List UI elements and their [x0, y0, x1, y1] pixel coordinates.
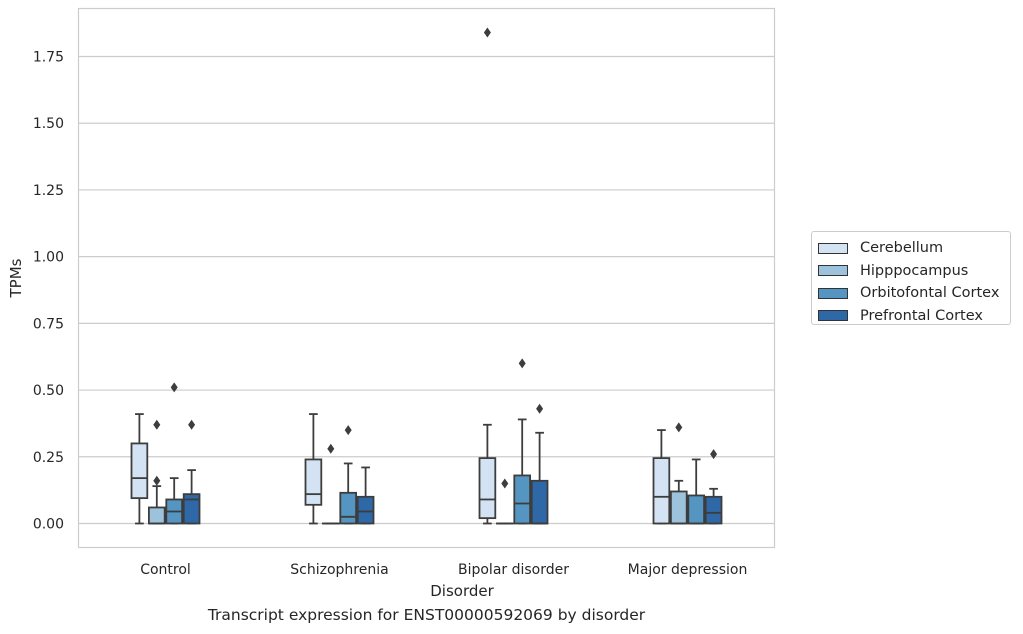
iqr-box [147, 506, 166, 525]
legend-swatch [818, 310, 848, 322]
x-tick-label: Major depression [628, 562, 748, 578]
iqr-box [670, 490, 688, 525]
box-prefrontal-cortex-0 [182, 419, 201, 525]
box-orbitofontal-cortex-2 [513, 358, 531, 525]
outlier-point [344, 425, 352, 436]
x-axis-title: Disorder [430, 582, 494, 600]
iqr-box [530, 479, 549, 525]
x-tick-label: Control [140, 562, 191, 578]
x-tick-label: Bipolar disorder [458, 562, 569, 578]
box-orbitofontal-cortex-0 [165, 382, 184, 525]
outlier-point [710, 449, 718, 460]
iqr-box [687, 494, 705, 525]
outlier-point [536, 403, 544, 414]
y-axis-ticks: 0.00 0.25 0.50 0.75 1.00 1.25 1.50 1.75 [33, 50, 64, 533]
iqr-box [130, 442, 149, 500]
plot-area-frame [77, 7, 776, 549]
legend-label: Hipppocampus [860, 262, 969, 279]
y-tick-label: 0.25 [33, 450, 64, 466]
outlier-point [675, 422, 683, 433]
box-hipppocampus-1 [321, 443, 340, 525]
legend-label: Prefrontal Cortex [860, 307, 983, 324]
legend-item: Cerebellum [818, 237, 1010, 260]
box-prefrontal-cortex-2 [530, 403, 549, 525]
outlier-point [501, 478, 509, 489]
legend-label: Orbitofontal Cortex [860, 285, 1000, 302]
iqr-box [513, 474, 531, 525]
iqr-box [304, 458, 323, 506]
legend-item: Orbitofontal Cortex [818, 282, 1010, 305]
x-tick-label: Schizophrenia [290, 562, 388, 578]
legend: Cerebellum Hipppocampus Orbitofontal Corte… [811, 231, 1011, 325]
iqr-box [704, 495, 723, 525]
iqr-box [652, 457, 671, 525]
x-axis-ticks: Control Schizophrenia Bipolar disorder Majo… [140, 562, 747, 578]
legend-item: Prefrontal Cortex [818, 305, 1010, 328]
y-tick-label: 0.50 [33, 383, 64, 399]
box-hipppocampus-3 [670, 422, 688, 525]
legend-swatch [818, 287, 848, 299]
y-tick-label: 1.75 [33, 50, 64, 66]
y-axis-title: TPMs [7, 258, 25, 298]
boxes [130, 27, 723, 525]
box-cerebellum-0 [130, 413, 149, 525]
box-hipppocampus-2 [495, 478, 514, 525]
box-orbitofontal-cortex-1 [339, 425, 357, 525]
y-tick-label: 0.75 [33, 316, 64, 332]
figure-caption: Transcript expression for ENST0000059206… [207, 606, 646, 624]
legend-swatch [818, 265, 848, 277]
box-prefrontal-cortex-3 [704, 449, 723, 525]
iqr-box [478, 457, 497, 520]
outlier-point [153, 475, 161, 486]
y-tick-label: 1.25 [33, 183, 64, 199]
iqr-box [356, 495, 375, 525]
box-hipppocampus-0 [147, 419, 166, 525]
grid-lines [78, 55, 775, 525]
outlier-point [188, 419, 196, 430]
box-cerebellum-3 [652, 429, 671, 525]
box-orbitofontal-cortex-3 [687, 458, 705, 525]
outlier-point [153, 419, 161, 430]
y-tick-label: 0.00 [33, 516, 64, 532]
outlier-point [518, 358, 526, 369]
outlier-point [483, 27, 491, 38]
y-tick-label: 1.00 [33, 250, 64, 266]
legend-label: Cerebellum [860, 240, 944, 257]
box-prefrontal-cortex-1 [356, 466, 375, 525]
iqr-box [182, 493, 201, 525]
iqr-box [339, 491, 357, 525]
box-cerebellum-2 [478, 27, 497, 525]
legend-swatch [818, 242, 848, 254]
outlier-point [170, 382, 178, 393]
legend-item: Hipppocampus [818, 260, 1010, 283]
y-tick-label: 1.50 [33, 116, 64, 132]
outlier-point [327, 443, 335, 454]
box-cerebellum-1 [304, 413, 323, 525]
